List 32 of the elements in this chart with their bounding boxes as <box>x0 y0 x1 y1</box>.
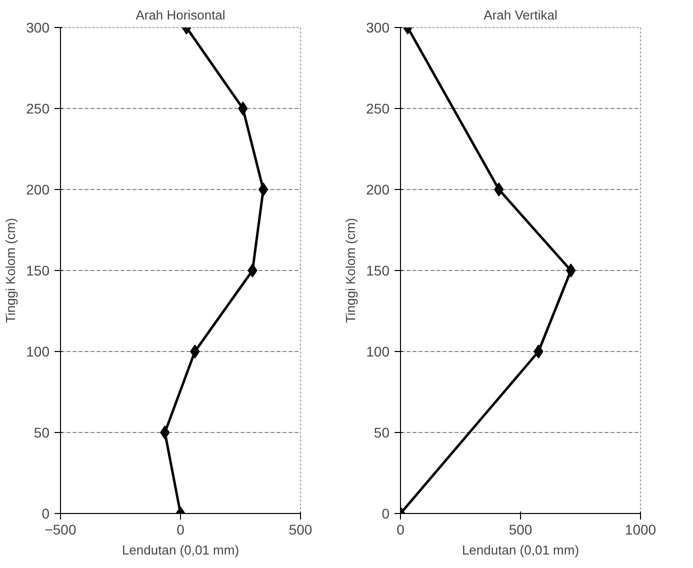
x-tick-label: 500 <box>508 522 532 538</box>
y-tick-label: 200 <box>366 182 390 198</box>
x-tick-label: 500 <box>288 522 312 538</box>
y-tick-label: 150 <box>366 262 390 278</box>
point <box>534 344 544 358</box>
y-tick-label: 200 <box>26 182 50 198</box>
y-tick-label: 0 <box>382 506 390 522</box>
point <box>258 182 268 196</box>
y-tick-label: 250 <box>366 100 390 116</box>
point <box>248 264 258 278</box>
point <box>190 344 200 358</box>
y-axis-title: Tinggi Kolom (cm) <box>343 218 358 323</box>
chart-title: Arah Horisontal <box>136 8 226 22</box>
y-tick-label: 100 <box>366 344 390 360</box>
y-tick-label: 100 <box>26 344 50 360</box>
x-tick-label: −500 <box>44 522 76 538</box>
y-tick-label: 0 <box>42 506 50 522</box>
x-tick-label: 0 <box>396 522 405 538</box>
y-tick-label: 150 <box>26 262 50 278</box>
x-axis-title: Lendutan (0,01 mm) <box>462 542 580 558</box>
y-tick-label: 50 <box>34 424 50 440</box>
y-tick-label: 300 <box>366 20 390 36</box>
chart-title: Arah Vertikal <box>484 8 558 22</box>
x-tick-label: 1000 <box>624 522 656 538</box>
y-tick-label: 250 <box>26 100 50 116</box>
x-axis-title: Lendutan (0,01 mm) <box>122 542 240 558</box>
y-tick-label: 300 <box>26 20 50 36</box>
y-axis-title: Tinggi Kolom (cm) <box>3 218 18 323</box>
point <box>494 182 504 196</box>
x-tick-label: 0 <box>176 522 185 538</box>
y-tick-label: 50 <box>374 424 390 440</box>
point <box>566 264 576 278</box>
